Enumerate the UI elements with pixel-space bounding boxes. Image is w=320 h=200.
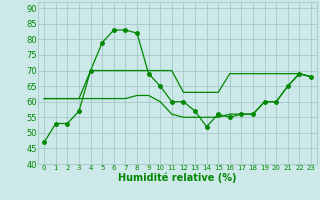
X-axis label: Humidité relative (%): Humidité relative (%)	[118, 173, 237, 183]
